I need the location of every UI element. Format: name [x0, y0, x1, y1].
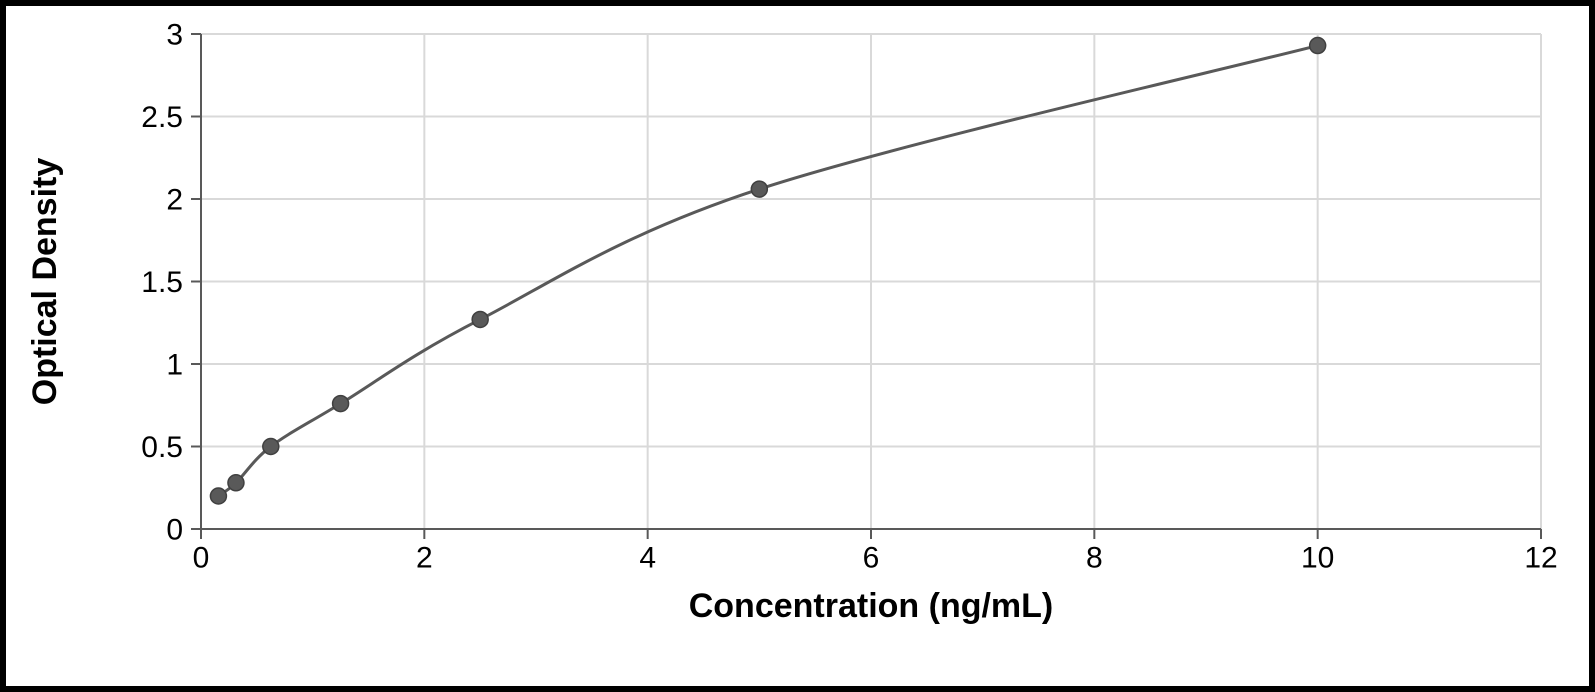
y-tick-label: 0 — [166, 514, 183, 547]
data-point — [333, 396, 349, 412]
y-tick-label: 1.5 — [141, 266, 183, 299]
x-tick-label: 6 — [863, 542, 880, 575]
y-tick-label: 2 — [166, 184, 183, 217]
y-tick-label: 1 — [166, 349, 183, 382]
data-point — [472, 311, 488, 327]
y-tick-label: 3 — [166, 19, 183, 52]
data-point — [1310, 38, 1326, 54]
x-tick-label: 10 — [1301, 542, 1334, 575]
x-tick-label: 8 — [1086, 542, 1103, 575]
y-tick-label: 0.5 — [141, 431, 183, 464]
data-point — [263, 439, 279, 455]
data-point — [210, 488, 226, 504]
x-tick-label: 4 — [639, 542, 656, 575]
x-tick-label: 12 — [1524, 542, 1557, 575]
y-axis-label: Optical Density — [26, 158, 64, 406]
x-tick-label: 0 — [193, 542, 210, 575]
y-tick-label: 2.5 — [141, 101, 183, 134]
x-tick-label: 2 — [416, 542, 433, 575]
chart-svg: 0 2 4 6 8 10 12 0 0.5 1 1.5 2 2.5 3 Concentration (ng/… — [6, 6, 1589, 686]
data-point — [751, 181, 767, 197]
chart-container: 0 2 4 6 8 10 12 0 0.5 1 1.5 2 2.5 3 Concentration (ng/… — [6, 6, 1589, 686]
chart-frame: 0 2 4 6 8 10 12 0 0.5 1 1.5 2 2.5 3 Concentration (ng/… — [0, 0, 1595, 692]
data-point — [228, 475, 244, 491]
x-axis-label: Concentration (ng/mL) — [689, 587, 1054, 625]
